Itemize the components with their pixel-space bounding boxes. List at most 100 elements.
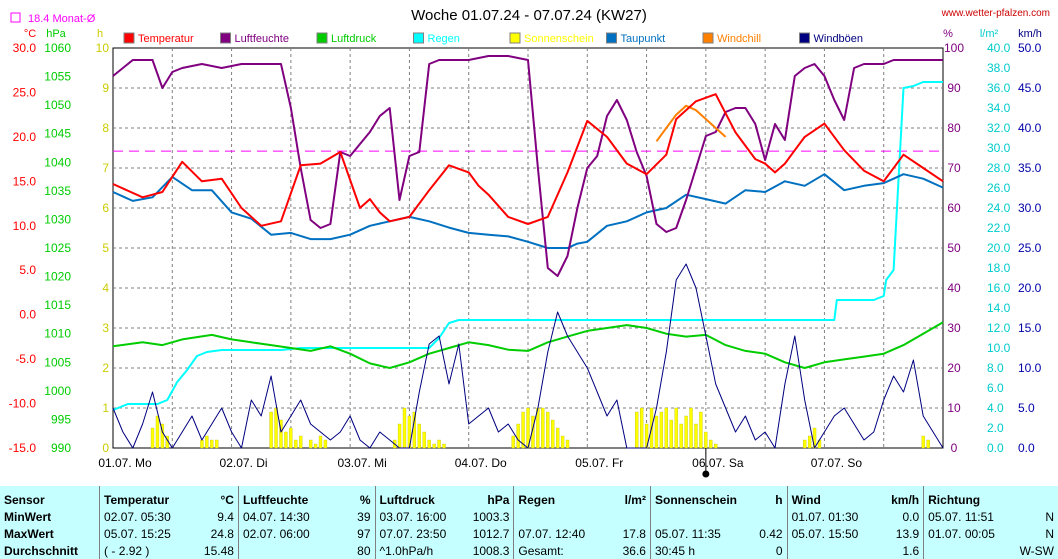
sunshine-bar xyxy=(308,439,313,449)
site-url: www.wetter-pfalzen.com xyxy=(941,8,1050,19)
rain-tick-label: 2.0 xyxy=(987,421,1004,435)
temp-value: 24.8 xyxy=(210,526,234,541)
sunshine-bar xyxy=(926,439,930,449)
dir-time: 01.07. 00:05 xyxy=(923,525,1012,542)
sunshine-bar xyxy=(709,439,713,449)
legend-swatch xyxy=(123,32,135,44)
chart-title: Woche 01.07.24 - 07.07.24 (KW27) xyxy=(411,7,647,24)
sun-time: 30:45 h xyxy=(649,542,739,559)
pressure-tick-label: 1020 xyxy=(44,270,71,284)
rain-tick-label: 40.0 xyxy=(987,41,1011,55)
humidity-tick-label: 20 xyxy=(947,361,961,375)
sunshine-bar xyxy=(402,407,407,449)
temp-tick-label: 25.0 xyxy=(13,85,37,99)
dir-value: N xyxy=(1045,526,1054,541)
pressure-tick-label: 1015 xyxy=(44,298,71,312)
temp-axis-unit: °C xyxy=(24,28,36,40)
dir-time: 05.07. 11:51 xyxy=(923,508,1012,525)
wind-value: 0.0 xyxy=(902,509,920,524)
rain-tick-label: 36.0 xyxy=(987,81,1011,95)
sun-time xyxy=(649,508,739,525)
sunshine-bar xyxy=(200,439,204,449)
x-tick-label: 01.07. Mo xyxy=(98,456,152,470)
wind-time xyxy=(786,542,876,559)
sunshine-bar xyxy=(531,415,535,449)
hum-time: 04.07. 14:30 xyxy=(237,508,325,525)
pressure-tick-label: 1060 xyxy=(44,41,71,55)
pressure-tick-label: 1025 xyxy=(44,241,71,255)
temp-tick-label: 15.0 xyxy=(13,174,37,188)
sunshine-tick-label: 7 xyxy=(102,161,109,175)
sunshine-bar xyxy=(674,407,678,449)
sunshine-bar xyxy=(516,423,520,449)
summary-panel: Sensor Temperatur °C Luftfeuchte % Luftd… xyxy=(0,486,1058,559)
summary-header-hum: Luftfeuchte xyxy=(237,486,325,508)
x-tick-label: 05.07. Fr xyxy=(575,456,623,470)
summary-header-press-unit: hPa xyxy=(487,492,510,507)
pressure-tick-label: 1030 xyxy=(44,212,71,226)
sunshine-tick-label: 5 xyxy=(102,241,109,255)
rain-tick-label: 28.0 xyxy=(987,161,1011,175)
legend-label: Taupunkt xyxy=(621,33,666,45)
sunshine-bar xyxy=(803,439,807,449)
sunshine-bar xyxy=(155,415,160,449)
sunshine-tick-label: 2 xyxy=(102,361,109,375)
sunshine-tick-label: 0 xyxy=(102,441,109,455)
x-tick-label: 06.07. Sa xyxy=(692,456,744,470)
rain-time xyxy=(513,508,602,525)
x-tick-label: 02.07. Di xyxy=(220,456,268,470)
pressure-tick-label: 990 xyxy=(51,441,71,455)
sunshine-bar xyxy=(160,423,165,449)
series-line-regen xyxy=(112,81,943,411)
sunshine-bar xyxy=(560,435,565,449)
x-tick-label: 07.07. So xyxy=(811,456,863,470)
rain-tick-label: 24.0 xyxy=(987,201,1011,215)
rain-tick-label: 26.0 xyxy=(987,181,1011,195)
pressure-tick-label: 1050 xyxy=(44,98,71,112)
summary-header-temp-unit: °C xyxy=(220,492,234,507)
summary-header-wind: Wind xyxy=(786,486,876,508)
humidity-tick-label: 80 xyxy=(947,121,961,135)
press-value: 1012.7 xyxy=(472,526,510,541)
row-label: Durchschnitt xyxy=(4,543,79,558)
sun-value: 0 xyxy=(775,543,783,558)
x-tick-label: 03.07. Mi xyxy=(337,456,386,470)
legend-label: Luftfeuchte xyxy=(235,33,289,45)
rain-tick-label: 16.0 xyxy=(987,281,1011,295)
summary-header-sensor: Sensor xyxy=(4,492,45,507)
summary-header-wind-unit: km/h xyxy=(891,492,920,507)
summary-header-rain-unit: l/m² xyxy=(624,492,646,507)
series-line-luftfeuchte xyxy=(112,55,943,277)
pressure-tick-label: 1005 xyxy=(44,355,71,369)
hum-time xyxy=(237,542,325,559)
legend-swatch xyxy=(316,32,328,44)
sunshine-tick-label: 1 xyxy=(102,401,109,415)
sunshine-bar xyxy=(699,411,703,449)
rain-tick-label: 18.0 xyxy=(987,261,1011,275)
hum-time: 02.07. 06:00 xyxy=(237,525,325,542)
legend-swatch xyxy=(220,32,231,44)
series-line-luftdruck xyxy=(112,321,944,369)
temp-tick-label: -10.0 xyxy=(9,397,37,411)
now-marker xyxy=(702,470,710,478)
press-time: ^1.0hPa/h xyxy=(374,542,463,559)
summary-header-sun: Sonnenschein xyxy=(649,486,739,508)
humidity-tick-label: 0 xyxy=(951,441,958,455)
summary-header-sun-unit: h xyxy=(775,492,783,507)
sunshine-bar xyxy=(704,431,708,449)
sunshine-bar xyxy=(274,407,278,449)
sun-value xyxy=(738,508,787,525)
pressure-tick-label: 995 xyxy=(51,412,71,426)
legend-label: Regen xyxy=(428,33,460,45)
legend-swatch xyxy=(606,32,617,44)
rain-tick-label: 14.0 xyxy=(987,301,1011,315)
summary-header-temp: Temperatur xyxy=(99,486,188,508)
summary-header-rain: Regen xyxy=(513,486,602,508)
wind-tick-label: 45.0 xyxy=(1018,81,1042,95)
pressure-tick-label: 1055 xyxy=(44,70,71,84)
sunshine-bar xyxy=(323,439,328,449)
x-tick-label: 04.07. Do xyxy=(455,456,507,470)
dir-value: N xyxy=(1045,509,1054,524)
dir-time xyxy=(923,542,1012,559)
series-lines xyxy=(112,55,944,449)
